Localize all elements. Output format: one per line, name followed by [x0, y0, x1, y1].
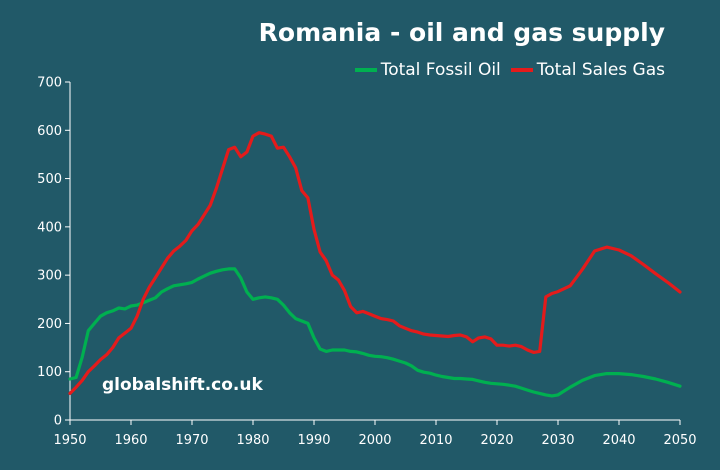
- legend-item-oil: Total Fossil Oil: [354, 60, 501, 80]
- x-tick-label: 1980: [236, 433, 269, 448]
- x-tick-label: 2010: [419, 433, 452, 448]
- series-line-gas: [68, 131, 682, 395]
- series-line-oil: [68, 267, 682, 398]
- y-tick-label: 700: [37, 76, 62, 91]
- legend-swatch-oil: [354, 68, 377, 72]
- x-tick-label: 2050: [663, 433, 696, 448]
- legend-item-gas: Total Sales Gas: [510, 60, 665, 80]
- x-tick-label: 1990: [297, 433, 330, 448]
- y-tick-label: 0: [54, 414, 62, 429]
- y-tick-label: 300: [37, 269, 62, 284]
- x-tick-label: 2020: [480, 433, 513, 448]
- y-tick-label: 600: [37, 124, 62, 139]
- y-tick-label: 200: [37, 317, 62, 332]
- x-tick-label: 1970: [175, 433, 208, 448]
- legend-label-gas: Total Sales Gas: [536, 60, 665, 80]
- x-tick-label: 2030: [541, 433, 574, 448]
- x-tick-label: 1960: [114, 433, 147, 448]
- y-tick-label: 500: [37, 172, 62, 187]
- x-tick-label: 1950: [53, 433, 86, 448]
- y-tick-label: 400: [37, 220, 62, 235]
- legend-swatch-gas: [510, 68, 533, 72]
- watermark-annotation: globalshift.co.uk: [102, 375, 263, 395]
- chart-title: Romania - oil and gas supply: [258, 18, 665, 47]
- x-tick-label: 2040: [602, 433, 635, 448]
- legend: Total Fossil Oil Total Sales Gas: [345, 60, 665, 80]
- legend-label-oil: Total Fossil Oil: [380, 60, 501, 80]
- y-tick-label: 100: [37, 365, 62, 380]
- x-tick-label: 2000: [358, 433, 391, 448]
